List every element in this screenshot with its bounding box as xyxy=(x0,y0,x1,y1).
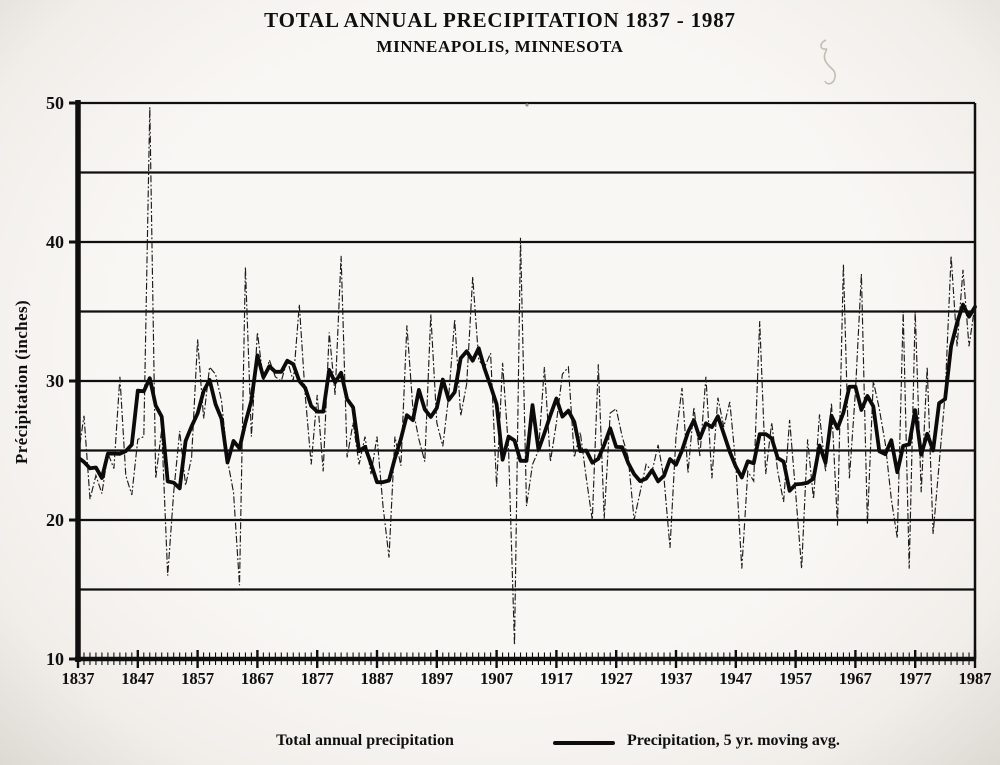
x-tick-label: 1857 xyxy=(181,669,214,688)
x-tick-label: 1867 xyxy=(241,669,274,688)
legend-avg-label: Precipitation, 5 yr. moving avg. xyxy=(627,732,840,749)
x-tick-label: 1837 xyxy=(62,669,95,688)
y-tick-label: 10 xyxy=(46,649,64,669)
x-tick-label: 1927 xyxy=(600,669,633,688)
y-tick-label: 50 xyxy=(46,93,64,113)
x-tick-label: 1897 xyxy=(420,669,453,688)
x-tick-label: 1907 xyxy=(480,669,513,688)
x-tick-label: 1967 xyxy=(839,669,872,688)
x-tick-label: 1937 xyxy=(660,669,693,688)
x-tick-label: 1887 xyxy=(361,669,394,688)
x-tick-label: 1957 xyxy=(779,669,812,688)
x-tick-label: 1977 xyxy=(899,669,932,688)
y-tick-label: 30 xyxy=(46,371,64,391)
x-tick-label: 1847 xyxy=(121,669,154,688)
legend: Total annual precipitation Precipitation… xyxy=(0,728,1000,758)
x-tick-label: 1987 xyxy=(959,669,992,688)
annual-precipitation-line xyxy=(77,107,976,646)
chart-subtitle: MINNEAPOLIS, MINNESOTA xyxy=(376,37,624,56)
legend-avg-line-sample xyxy=(553,741,615,745)
x-tick-label: 1917 xyxy=(540,669,573,688)
legend-annual-label: Total annual precipitation xyxy=(276,732,454,749)
y-tick-label: 40 xyxy=(46,232,64,252)
moving-average-line xyxy=(76,302,977,493)
chart-title: TOTAL ANNUAL PRECIPITATION 1837 - 1987 xyxy=(264,8,736,32)
y-tick-label: 20 xyxy=(46,510,64,530)
x-tick-label: 1947 xyxy=(719,669,752,688)
scan-artifact-dot xyxy=(525,103,529,107)
scan-artifact-squiggle xyxy=(820,39,836,85)
x-tick-label: 1877 xyxy=(301,669,334,688)
